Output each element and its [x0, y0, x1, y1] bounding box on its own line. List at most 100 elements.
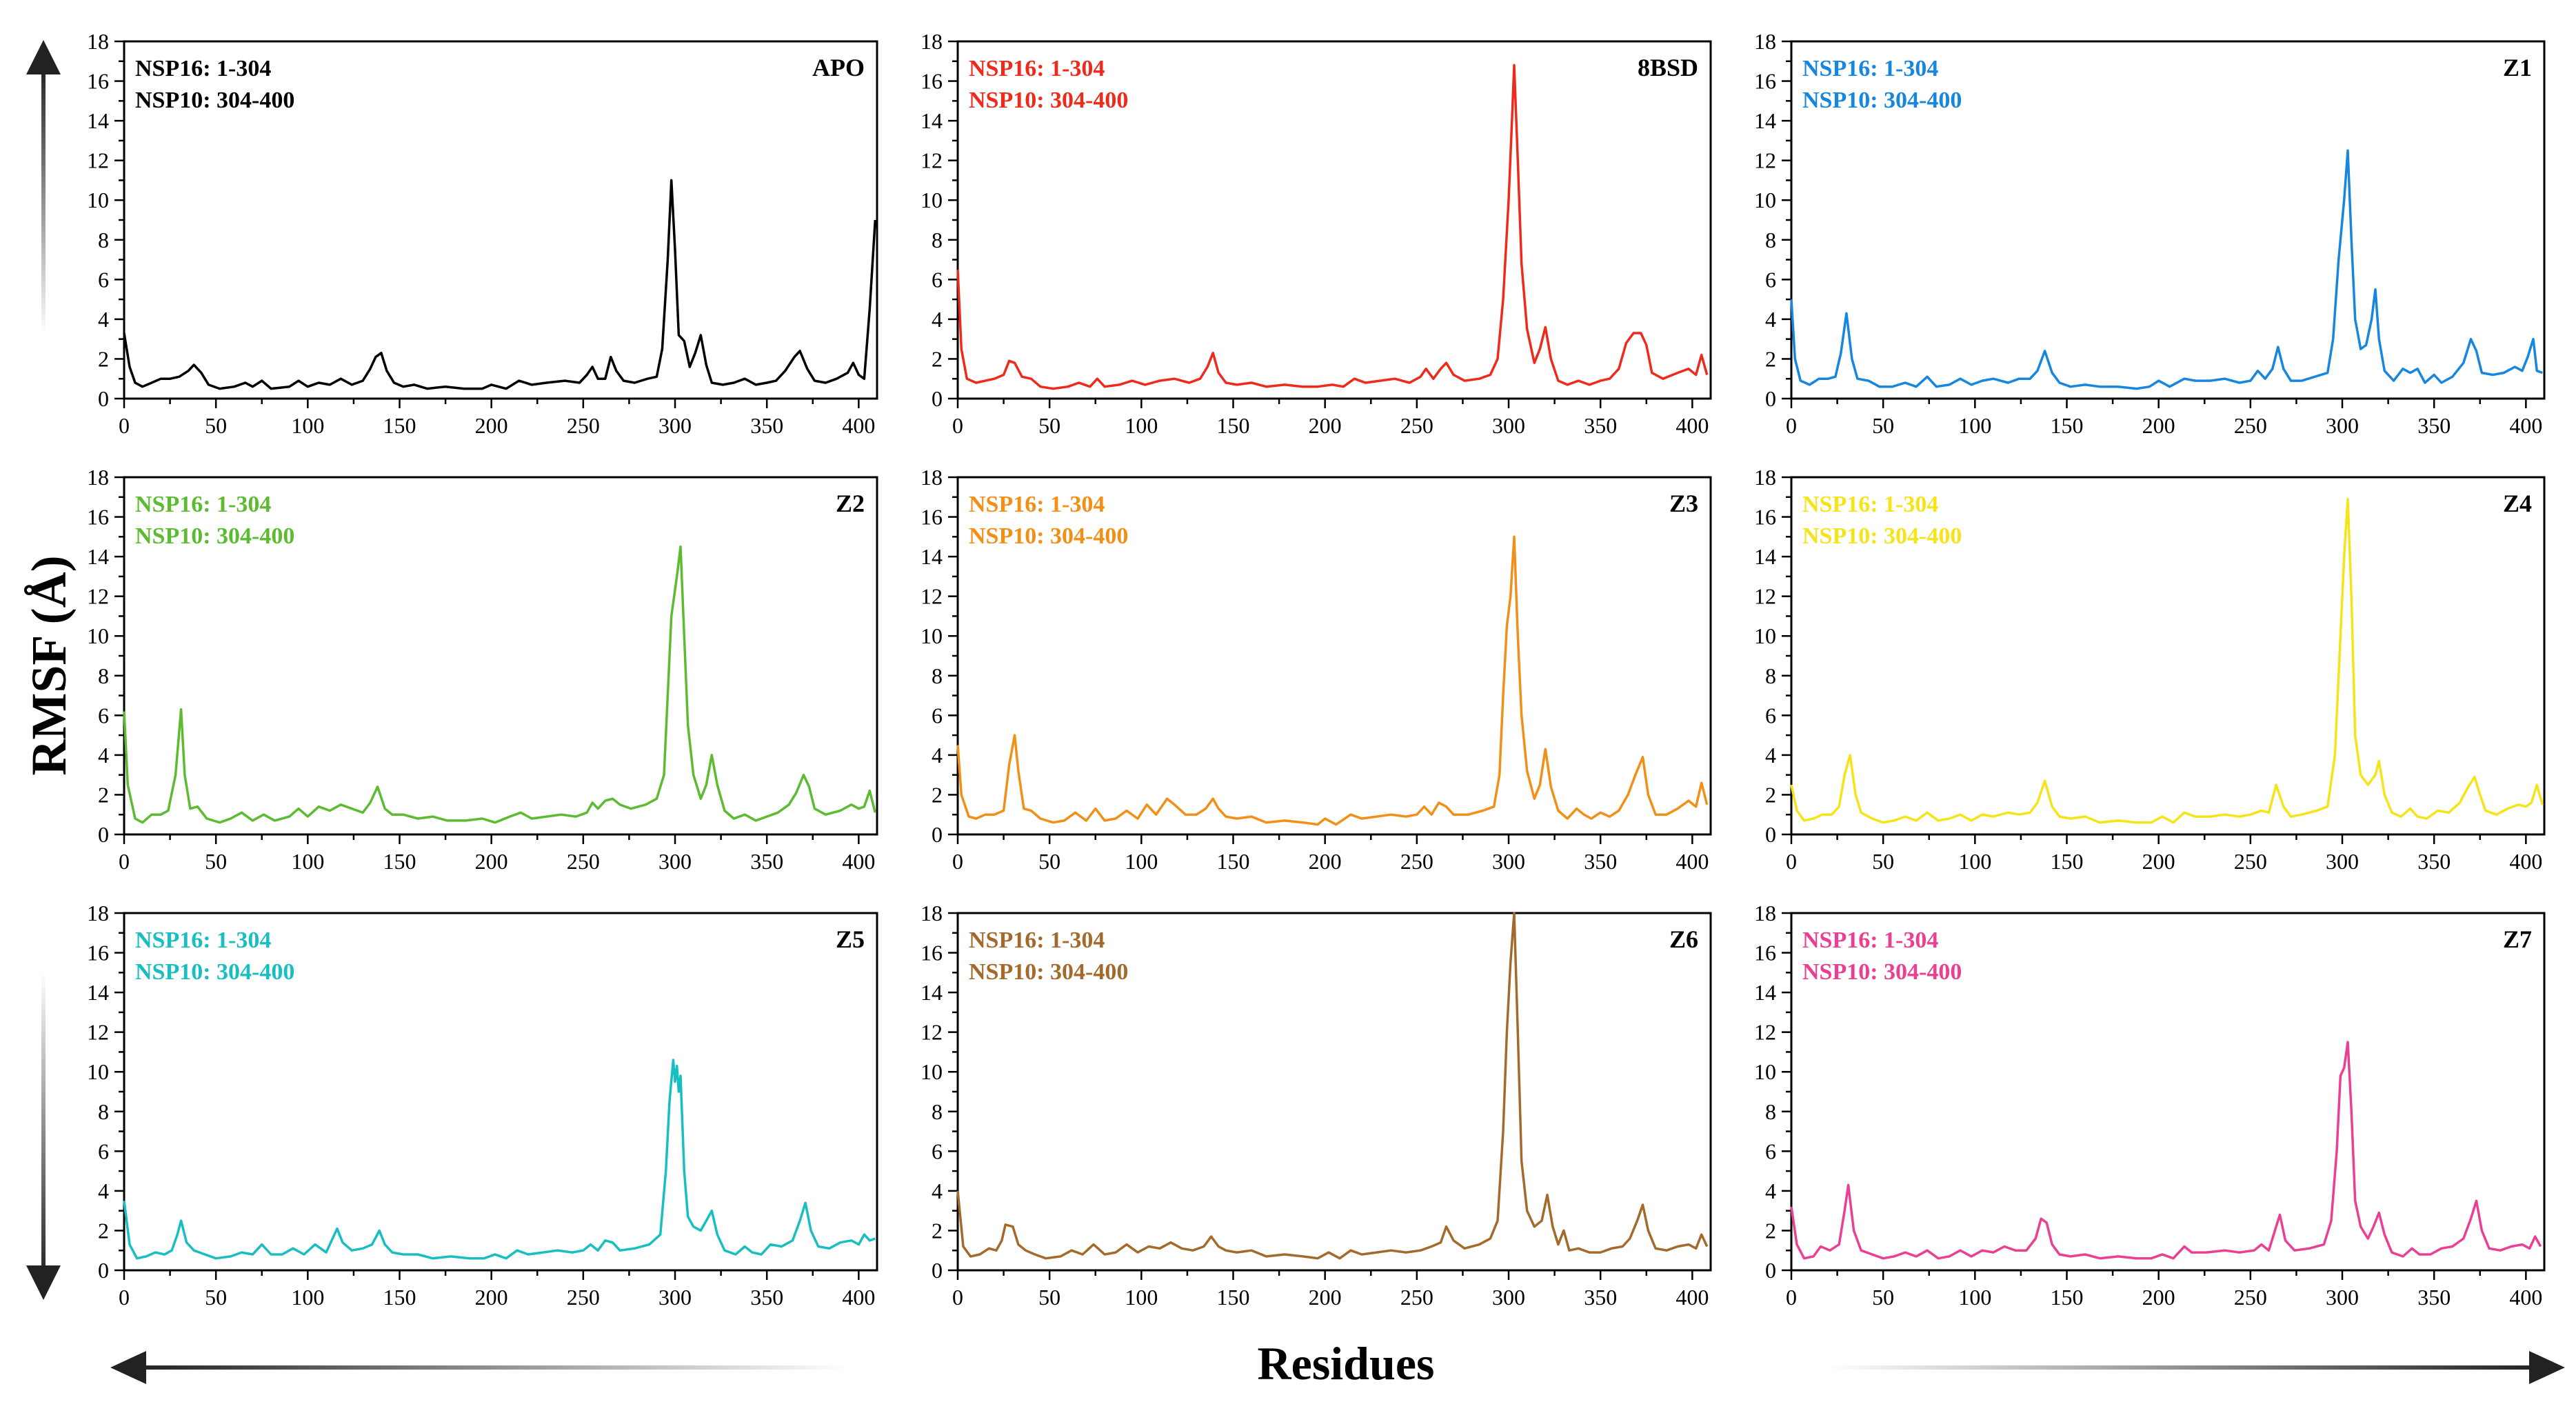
- y-tick-label: 12: [87, 1020, 109, 1045]
- legend-entry: NSP10: 304-400: [1802, 523, 1962, 549]
- y-tick-label: 18: [87, 901, 109, 925]
- y-tick-label: 14: [920, 980, 943, 1005]
- y-tick-label: 12: [920, 584, 943, 609]
- y-tick-label: 16: [87, 505, 109, 530]
- y-tick-label: 12: [1754, 584, 1776, 609]
- rmsf-line: [1790, 149, 2543, 390]
- x-tick-label: 400: [842, 849, 875, 874]
- y-tick-label: 8: [932, 228, 943, 252]
- x-tick-label: 250: [2234, 849, 2267, 874]
- y-tick-label: 4: [98, 743, 109, 768]
- x-arrow-left-icon: [110, 1351, 848, 1384]
- legend-entry: NSP16: 1-304: [135, 492, 271, 517]
- y-tick-label: 10: [920, 188, 943, 212]
- x-tick-label: 0: [952, 1285, 963, 1310]
- x-tick-label: 100: [1958, 849, 1991, 874]
- y-arrow-down-icon: [26, 972, 61, 1300]
- figure-x-label: Residues: [1258, 1337, 1435, 1390]
- x-tick-label: 50: [205, 849, 227, 874]
- x-tick-label: 250: [1400, 849, 1433, 874]
- x-tick-label: 400: [2509, 413, 2542, 438]
- x-tick-label: 100: [291, 413, 324, 438]
- x-tick-label: 150: [2051, 413, 2084, 438]
- panel-title: Z7: [2503, 925, 2532, 953]
- rmsf-line: [956, 912, 1709, 1260]
- x-tick-label: 150: [383, 413, 416, 438]
- x-tick-label: 150: [1217, 1285, 1250, 1310]
- y-tick-label: 14: [87, 980, 109, 1005]
- x-tick-label: 50: [1872, 413, 1894, 438]
- x-tick-label: 350: [750, 413, 783, 438]
- x-tick-label: 350: [1584, 849, 1617, 874]
- x-tick-label: 350: [2417, 413, 2451, 438]
- y-tick-label: 10: [87, 623, 109, 648]
- y-tick-label: 2: [932, 782, 943, 807]
- y-tick-label: 0: [932, 822, 943, 847]
- rmsf-line: [956, 63, 1709, 390]
- y-tick-label: 8: [1765, 1099, 1776, 1124]
- legend-entry: NSP10: 304-400: [969, 88, 1128, 113]
- legend-entry: NSP16: 1-304: [135, 56, 271, 81]
- x-tick-label: 100: [1958, 413, 1991, 438]
- rmsf-line: [123, 545, 876, 824]
- y-tick-label: 8: [1765, 228, 1776, 252]
- y-tick-label: 2: [932, 346, 943, 371]
- x-tick-label: 0: [119, 413, 130, 438]
- x-tick-label: 50: [1872, 849, 1894, 874]
- panel-title: APO: [812, 54, 865, 81]
- y-tick-label: 12: [1754, 148, 1776, 173]
- x-tick-label: 0: [119, 1285, 130, 1310]
- panel-z6: 0 2 4 6 8 10 12 14 16 18 0 50 100 150 200 250 300 350 400 Z…: [920, 901, 1712, 1310]
- rmsf-line: [956, 535, 1709, 826]
- y-tick-label: 10: [1754, 623, 1776, 648]
- y-tick-label: 14: [87, 544, 109, 569]
- panel-apo: 0 2 4 6 8 10 12 14 16 18 0 50 100 150 200 250 300 350 400 A…: [87, 29, 878, 438]
- x-tick-label: 400: [1676, 1285, 1709, 1310]
- x-tick-label: 300: [658, 849, 692, 874]
- x-tick-label: 400: [1676, 413, 1709, 438]
- y-tick-label: 18: [920, 901, 943, 925]
- x-tick-label: 200: [2142, 849, 2175, 874]
- x-tick-label: 0: [1786, 849, 1797, 874]
- x-tick-label: 50: [1038, 413, 1060, 438]
- x-tick-label: 350: [2417, 1285, 2451, 1310]
- y-tick-label: 8: [1765, 663, 1776, 688]
- y-tick-label: 10: [920, 623, 943, 648]
- x-tick-label: 100: [1125, 1285, 1158, 1310]
- y-tick-label: 16: [1754, 941, 1776, 965]
- y-tick-label: 16: [87, 69, 109, 94]
- legend-entry: NSP16: 1-304: [1802, 928, 1938, 953]
- x-tick-label: 50: [1872, 1285, 1894, 1310]
- x-tick-label: 50: [205, 1285, 227, 1310]
- x-tick-label: 250: [567, 413, 600, 438]
- y-tick-label: 6: [932, 703, 943, 728]
- y-tick-label: 16: [1754, 505, 1776, 530]
- x-tick-label: 400: [842, 1285, 875, 1310]
- y-arrow-up-icon: [26, 40, 61, 334]
- y-tick-label: 0: [98, 822, 109, 847]
- x-tick-label: 350: [1584, 1285, 1617, 1310]
- x-tick-label: 0: [1786, 413, 1797, 438]
- panel-z4: 0 2 4 6 8 10 12 14 16 18 0 50 100 150 200 250 300 350 400 Z…: [1754, 465, 2546, 874]
- x-tick-label: 250: [1400, 413, 1433, 438]
- x-tick-label: 250: [567, 1285, 600, 1310]
- panel-z2: 0 2 4 6 8 10 12 14 16 18 0 50 100 150 200 250 300 350 400 Z…: [87, 465, 878, 874]
- x-tick-label: 250: [567, 849, 600, 874]
- y-tick-label: 18: [1754, 29, 1776, 54]
- legend-entry: NSP16: 1-304: [135, 928, 271, 953]
- legend-entry: NSP16: 1-304: [969, 928, 1105, 953]
- y-tick-label: 0: [932, 1258, 943, 1283]
- panel-title: Z6: [1669, 925, 1698, 953]
- x-tick-label: 200: [1309, 1285, 1342, 1310]
- x-tick-label: 300: [1492, 1285, 1525, 1310]
- x-tick-label: 0: [952, 413, 963, 438]
- y-tick-label: 4: [98, 307, 109, 332]
- y-tick-label: 12: [1754, 1020, 1776, 1045]
- legend-entry: NSP10: 304-400: [969, 959, 1128, 985]
- x-tick-label: 100: [1125, 413, 1158, 438]
- x-tick-label: 0: [1786, 1285, 1797, 1310]
- y-tick-label: 10: [87, 188, 109, 212]
- y-tick-label: 10: [1754, 188, 1776, 212]
